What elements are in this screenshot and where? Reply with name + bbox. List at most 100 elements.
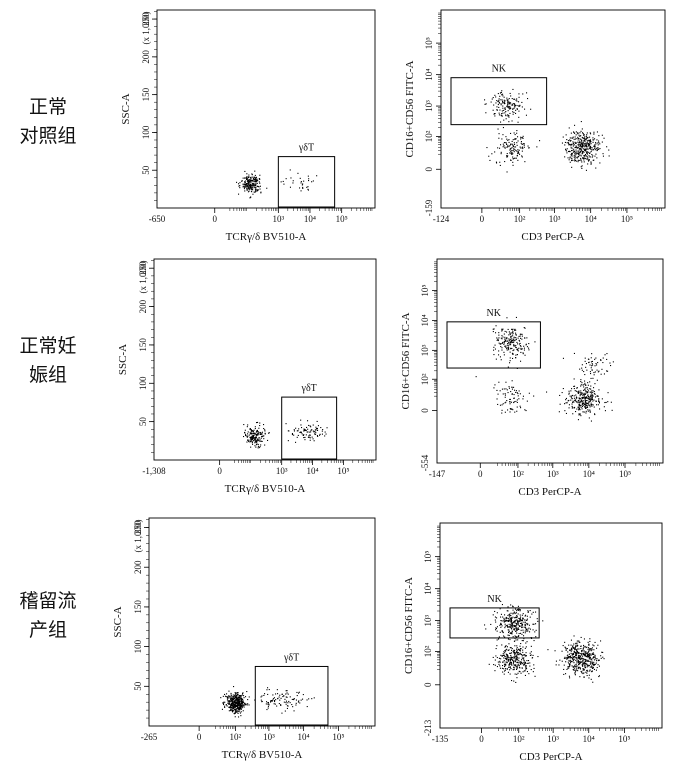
event-dot [230,708,232,710]
event-dot [572,143,574,145]
event-dot [581,658,583,660]
event-dot [237,700,239,702]
y-axis-title: SSC-A [120,93,132,124]
event-dot [580,400,582,402]
event-dot [586,137,588,139]
event-dot [518,628,520,630]
event-dot [590,394,592,396]
event-dot [508,387,510,389]
event-dot [291,698,293,700]
event-dot [514,620,516,622]
event-dot [524,337,526,339]
event-dot [595,658,597,660]
event-dot [532,629,534,631]
event-dot [574,673,576,675]
event-dot [508,347,510,349]
event-dot [236,701,238,703]
event-dot [249,188,251,190]
gdt-gate [277,156,336,208]
event-dot [493,387,495,389]
event-dot [521,626,523,628]
event-dot [589,638,591,640]
event-dot [581,152,583,154]
event-dot [508,660,510,662]
event-dot [503,96,505,98]
event-dot [263,424,265,426]
event-dot [516,632,518,634]
event-dot [582,396,584,398]
event-dot [590,163,592,165]
event-dot [271,700,273,702]
event-dot [502,93,504,95]
event-dot [587,406,589,408]
event-dot [498,102,500,104]
event-dot [582,394,584,396]
event-dot [574,142,576,144]
event-dot [594,654,596,656]
event-dot [255,188,257,190]
event-dot [243,188,245,190]
event-dot [592,657,594,659]
event-dot [594,641,596,643]
event-dot [503,354,505,356]
event-dot [584,154,586,156]
event-dot [579,151,581,153]
event-dot [574,647,576,649]
x-axis-title: TCRγ/δ BV510-A [222,749,303,761]
event-dot [251,180,253,182]
event-dot [242,185,244,187]
event-dot [504,670,506,672]
event-dot [244,183,246,185]
event-dot [582,405,584,407]
event-dot [240,703,242,705]
event-dot [587,651,589,653]
event-dot [576,650,578,652]
event-dot [519,649,521,651]
event-dot [512,609,514,611]
event-dot [575,401,577,403]
event-dot [250,184,252,186]
event-dot [227,699,229,701]
event-dot [517,621,519,623]
event-dot [583,668,585,670]
event-dot [512,350,514,352]
event-dot [493,328,495,330]
panel-nk-row0: NK0 10² 10³ 10⁴ 10⁵-124010²10³10⁴10⁵-159CD3 … [404,9,666,243]
event-dot [516,155,518,157]
event-dot [593,139,595,141]
event-dot [524,327,526,329]
event-dot [524,674,526,676]
event-dot [565,134,567,136]
event-dot [237,710,239,712]
x-tick-label: 10² [230,732,242,742]
event-dot [594,383,596,385]
event-dot [571,150,573,152]
event-dot [516,406,518,408]
event-dot [576,650,578,652]
event-dot [518,398,520,400]
event-dot [520,619,522,621]
event-dot [564,641,566,643]
event-dot [578,652,580,654]
event-dot [503,109,505,111]
event-dot [510,622,512,624]
event-dot [575,394,577,396]
event-dot [509,401,511,403]
event-dot [240,708,242,710]
event-dot [501,335,503,337]
event-dot [595,143,597,145]
event-dot [590,145,592,147]
event-dot [520,620,522,622]
event-dot [583,389,585,391]
event-dot [260,440,262,442]
event-dot [577,136,579,138]
event-dot [579,659,581,661]
event-dot [509,145,511,147]
event-dot [498,663,500,665]
event-dot [508,386,510,388]
event-dot [584,389,586,391]
event-dot [312,438,314,440]
event-dot [590,361,592,363]
event-dot [512,161,514,163]
event-dot [226,705,228,707]
